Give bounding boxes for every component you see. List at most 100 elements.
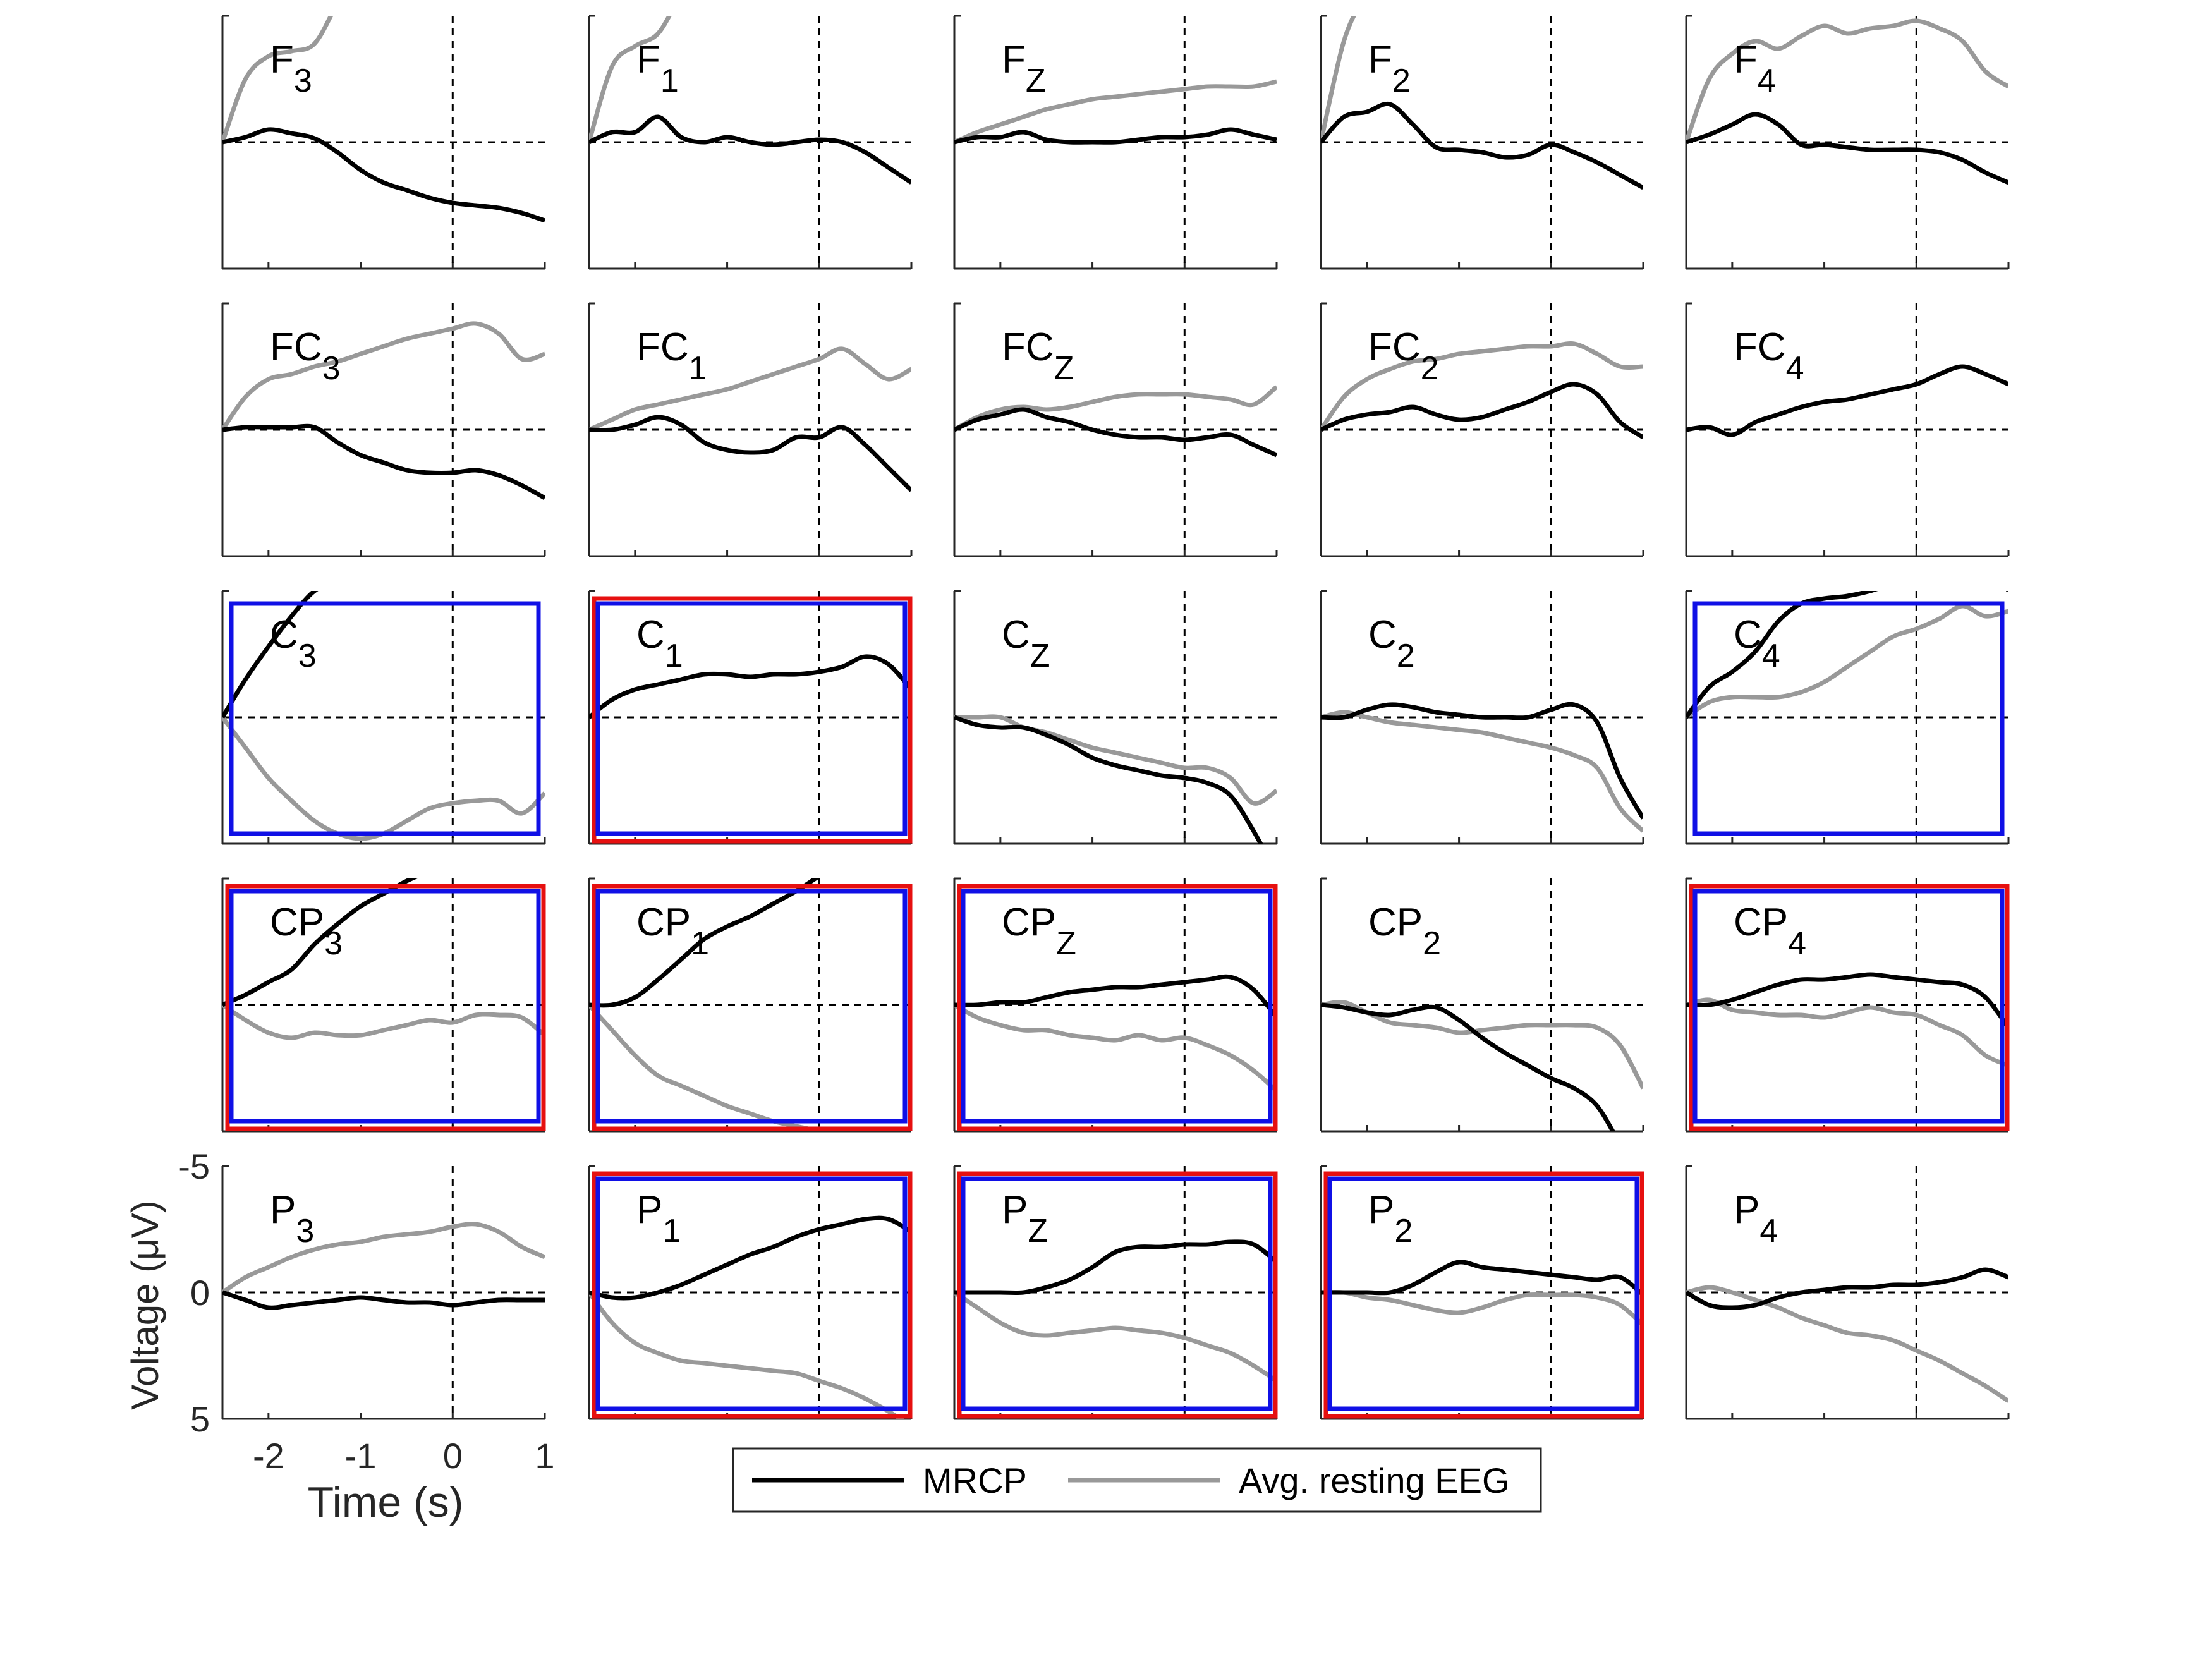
panel-c2: C2 xyxy=(1320,590,1644,845)
panel-fc1: FC1 xyxy=(588,302,913,557)
electrode-label-fcz: FCZ xyxy=(1002,325,1074,387)
panel-p2: P2 xyxy=(1320,1165,1644,1420)
electrode-base-f3: F xyxy=(270,38,294,82)
highlight-blue-cpz xyxy=(961,889,1273,1124)
electrode-base-cp3: CP xyxy=(270,901,324,944)
electrode-sub-f2: 2 xyxy=(1392,63,1411,99)
highlight-blue-cp3 xyxy=(229,889,541,1124)
electrode-base-cp4: CP xyxy=(1734,901,1788,944)
electrode-sub-f4: 4 xyxy=(1758,63,1776,99)
series-rest-p3 xyxy=(222,1222,545,1294)
electrode-base-p3: P xyxy=(270,1188,296,1232)
electrode-label-c2: C2 xyxy=(1368,613,1415,674)
electrode-label-f2: F2 xyxy=(1368,38,1411,99)
electrode-label-fc3: FC3 xyxy=(270,325,341,387)
x-tick-label: -1 xyxy=(345,1436,377,1476)
series-mrcp-p3 xyxy=(222,1290,545,1310)
x-tick-label: 1 xyxy=(535,1436,554,1476)
electrode-base-cz: C xyxy=(1002,613,1030,657)
panel-cp4: CP4 xyxy=(1685,877,2010,1133)
electrode-sub-cp3: 3 xyxy=(324,925,343,962)
y-axis-label: Voltage (μV) xyxy=(124,1200,166,1409)
electrode-sub-cpz: Z xyxy=(1056,925,1076,962)
electrode-label-c3: C3 xyxy=(270,613,317,674)
highlight-blue-cp4 xyxy=(1692,889,2005,1124)
electrode-base-cp2: CP xyxy=(1368,901,1423,944)
electrode-sub-c4: 4 xyxy=(1762,638,1780,674)
series-rest-cz xyxy=(954,714,1277,806)
panel-fc3: FC3 xyxy=(221,302,546,557)
electrode-base-c1: C xyxy=(636,613,665,657)
legend-label-rest: Avg. resting EEG xyxy=(1239,1461,1510,1500)
series-rest-cp1 xyxy=(589,1003,827,1131)
panel-cp2: CP2 xyxy=(1320,877,1644,1133)
highlight-blue-pz xyxy=(961,1176,1273,1411)
electrode-base-fc3: FC xyxy=(270,325,322,369)
electrode-sub-cp2: 2 xyxy=(1423,925,1441,962)
electrode-base-f4: F xyxy=(1734,38,1758,82)
electrode-sub-p3: 3 xyxy=(296,1213,314,1249)
y-tick-label: -5 xyxy=(178,1146,210,1186)
electrode-label-fc4: FC4 xyxy=(1734,325,1804,387)
x-tick-label: 0 xyxy=(443,1436,463,1476)
panel-p1: P1 xyxy=(588,1165,913,1420)
electrode-label-fz: FZ xyxy=(1002,38,1046,99)
panel-p4: P4 xyxy=(1685,1165,2010,1420)
series-rest-fc2 xyxy=(1321,341,1643,432)
x-tick-label: -2 xyxy=(253,1436,284,1476)
highlight-blue-c3 xyxy=(229,601,541,836)
series-mrcp-f4 xyxy=(1686,112,2008,185)
electrode-base-fc4: FC xyxy=(1734,325,1786,369)
electrode-sub-pz: Z xyxy=(1028,1213,1048,1249)
panel-c1: C1 xyxy=(588,590,913,845)
series-rest-cp4 xyxy=(1686,997,2008,1068)
electrode-sub-c3: 3 xyxy=(298,638,317,674)
highlight-blue-c4 xyxy=(1692,601,2005,836)
electrode-base-fcz: FC xyxy=(1002,325,1054,369)
series-mrcp-cp3 xyxy=(222,878,418,1007)
electrode-base-p2: P xyxy=(1368,1188,1394,1232)
electrode-sub-fc3: 3 xyxy=(322,350,341,387)
panel-f3: F3 xyxy=(221,15,546,270)
electrode-label-f4: F4 xyxy=(1734,38,1776,99)
series-mrcp-fc1 xyxy=(589,415,911,492)
electrode-base-c3: C xyxy=(270,613,298,657)
electrode-sub-fcz: Z xyxy=(1054,350,1074,387)
x-axis-label: Time (s) xyxy=(308,1478,464,1526)
legend: MRCP Avg. resting EEG xyxy=(732,1447,1542,1513)
series-mrcp-c3 xyxy=(222,591,319,719)
series-mrcp-c4 xyxy=(1686,591,2008,719)
electrode-base-cp1: CP xyxy=(636,901,691,944)
electrode-sub-cz: Z xyxy=(1030,638,1050,674)
series-rest-p2 xyxy=(1321,1289,1643,1327)
electrode-sub-fz: Z xyxy=(1026,63,1046,99)
panel-c3: C3 xyxy=(221,590,546,845)
series-rest-c4 xyxy=(1686,604,2008,719)
electrode-sub-c2: 2 xyxy=(1397,638,1415,674)
series-mrcp-fc4 xyxy=(1686,364,2008,437)
highlight-red-p1 xyxy=(592,1171,913,1419)
series-mrcp-f3 xyxy=(222,127,545,223)
electrode-label-p4: P4 xyxy=(1734,1188,1778,1249)
panel-pz: PZ xyxy=(953,1165,1278,1420)
panel-cz: CZ xyxy=(953,590,1278,845)
series-mrcp-fc3 xyxy=(222,423,545,501)
series-mrcp-fc2 xyxy=(1321,382,1643,439)
electrode-label-c1: C1 xyxy=(636,613,683,674)
electrode-label-f3: F3 xyxy=(270,38,312,99)
electrode-base-f2: F xyxy=(1368,38,1392,82)
electrode-label-c4: C4 xyxy=(1734,613,1780,674)
series-mrcp-c2 xyxy=(1321,702,1643,820)
series-rest-p1 xyxy=(589,1291,904,1419)
series-mrcp-cp4 xyxy=(1686,972,2008,1030)
electrode-base-fc2: FC xyxy=(1368,325,1421,369)
highlight-blue-c1 xyxy=(595,601,908,836)
series-rest-cp3 xyxy=(222,1003,545,1040)
series-rest-c2 xyxy=(1321,710,1643,833)
electrode-sub-cp1: 1 xyxy=(691,925,709,962)
series-mrcp-c1 xyxy=(589,654,911,719)
series-mrcp-f2 xyxy=(1321,101,1643,190)
electrode-sub-cp4: 4 xyxy=(1788,925,1806,962)
electrode-sub-f3: 3 xyxy=(294,63,312,99)
